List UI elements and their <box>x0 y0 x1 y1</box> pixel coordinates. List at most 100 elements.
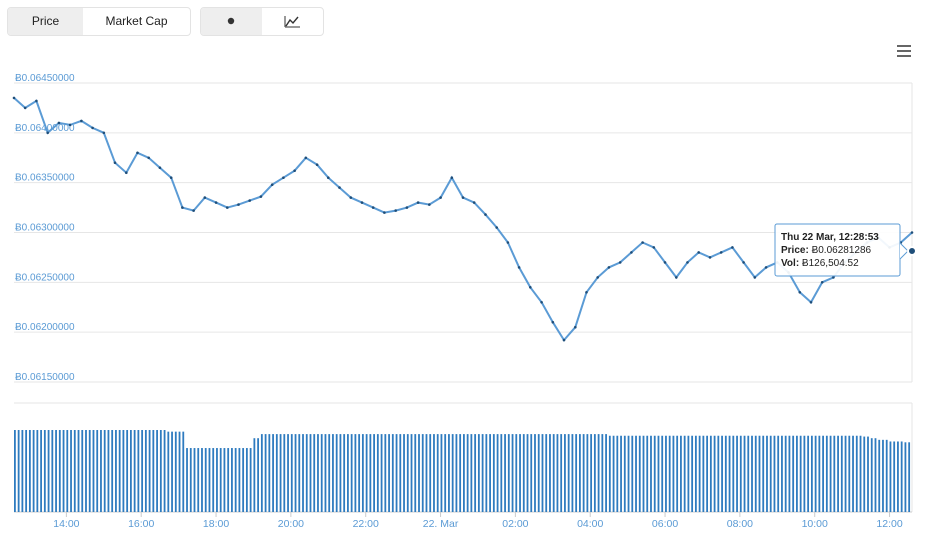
volume-bar <box>369 434 372 512</box>
volume-bar <box>833 435 836 512</box>
x-axis-labels: 14:00 16:00 18:00 20:00 22:00 22. Mar 02:00 04:… <box>53 518 903 530</box>
volume-bar <box>736 435 738 512</box>
price-point <box>652 246 656 249</box>
tab-market-cap[interactable]: Market Cap <box>105 14 168 28</box>
volume-bar <box>623 435 626 512</box>
volume-bar <box>25 430 28 512</box>
price-point <box>237 203 240 206</box>
price-point <box>731 246 734 249</box>
volume-bar <box>900 441 903 512</box>
price-point <box>686 261 689 264</box>
price-point <box>371 206 375 209</box>
volume-bar <box>313 434 316 512</box>
volume-bar <box>526 434 529 512</box>
volume-bar <box>908 442 911 512</box>
volume-bar <box>40 430 42 512</box>
volume-bar <box>58 430 61 512</box>
volume-bar <box>21 430 24 512</box>
tab-price[interactable]: Price <box>8 8 83 35</box>
volume-bar <box>728 435 731 512</box>
price-point <box>405 206 409 209</box>
price-point <box>181 206 184 209</box>
volume-bar <box>347 434 349 512</box>
x-axis-label: 18:00 <box>203 518 229 530</box>
volume-bar <box>665 435 667 512</box>
volume-bar <box>436 434 439 512</box>
volume-bar <box>55 430 57 512</box>
dot-icon <box>227 17 235 25</box>
volume-bar <box>361 434 364 512</box>
volume-bar <box>62 430 65 512</box>
volume-bar <box>650 435 652 512</box>
volume-bar <box>882 439 884 512</box>
volume-bar <box>189 448 192 512</box>
tab-line-style[interactable] <box>262 8 323 35</box>
price-point <box>360 201 364 204</box>
volume-bar <box>567 434 570 512</box>
volume-bar <box>238 448 241 512</box>
volume-bar <box>433 434 435 512</box>
volume-bar <box>328 434 331 512</box>
volume-bar <box>302 434 304 512</box>
volume-bar <box>148 430 151 512</box>
volume-bar <box>279 434 282 512</box>
volume-bar <box>522 434 525 512</box>
volume-bar <box>448 434 450 512</box>
volume-bar <box>257 438 260 512</box>
price-point <box>226 206 229 209</box>
volume-bar <box>653 435 656 512</box>
price-point <box>697 251 700 254</box>
price-point <box>461 196 465 199</box>
volume-bar <box>391 434 394 512</box>
volume-bar <box>784 435 787 512</box>
volume-bar <box>208 448 211 512</box>
volume-bar <box>290 434 293 512</box>
volume-bar <box>406 434 409 512</box>
volume-bar <box>702 435 705 512</box>
volume-bar <box>496 434 499 512</box>
volume-bar <box>174 431 177 512</box>
volume-bar <box>534 434 536 512</box>
volume-bar <box>335 434 338 512</box>
volume-bar <box>115 430 117 512</box>
volume-bar <box>395 434 398 512</box>
volume-bar <box>156 430 158 512</box>
x-axis-label: 22:00 <box>353 518 379 530</box>
price-point <box>495 226 499 229</box>
volume-bar <box>773 435 776 512</box>
volume-bar <box>706 435 709 512</box>
price-point <box>798 291 802 294</box>
volume-bar <box>332 434 334 512</box>
volume-bar <box>762 435 765 512</box>
tab-dot-style[interactable] <box>201 8 262 35</box>
volume-bar <box>234 448 237 512</box>
volume-bar <box>317 434 319 512</box>
volume-bar <box>485 434 488 512</box>
price-point <box>450 176 454 179</box>
volume-bar <box>537 434 540 512</box>
price-point <box>91 126 94 130</box>
price-point <box>719 251 723 254</box>
volume-bar <box>111 430 114 512</box>
volume-bar <box>444 434 447 512</box>
volume-bar <box>747 435 750 512</box>
volume-bar <box>840 435 843 512</box>
volume-bar <box>713 435 716 512</box>
volume-bars <box>14 430 911 512</box>
x-axis-label: 16:00 <box>128 518 154 530</box>
volume-bar <box>646 435 649 512</box>
volume-bar <box>859 435 862 512</box>
price-point <box>742 261 745 264</box>
volume-bar <box>141 430 144 512</box>
price-point <box>12 96 16 100</box>
volume-bar <box>339 434 342 512</box>
price-point <box>394 209 398 212</box>
volume-bar <box>897 441 899 512</box>
volume-bar <box>676 435 679 512</box>
volume-bar <box>144 430 147 512</box>
price-point <box>80 119 83 123</box>
price-point <box>57 121 61 125</box>
hamburger-menu-icon[interactable] <box>897 45 911 57</box>
price-point <box>214 201 218 204</box>
price-point <box>574 325 577 329</box>
